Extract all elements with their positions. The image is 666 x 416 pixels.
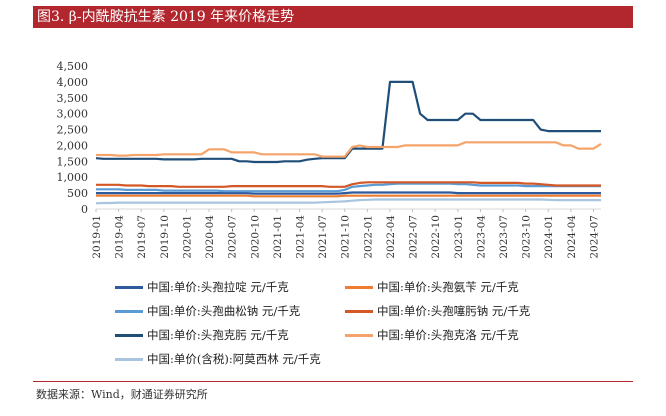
legend-item: 中国:单价:头孢克肟 元/千克 xyxy=(115,324,289,346)
legend-label: 中国:单价:头孢拉啶 元/千克 xyxy=(147,280,289,294)
x-axis: 2019-01 2019-04 2019-07 2019-10 2020-01 2020-… xyxy=(91,208,601,259)
x-tick-label: 2022-10 xyxy=(430,215,442,259)
x-tick-label: 2019-07 xyxy=(136,215,148,259)
x-tick-label: 2021-10 xyxy=(340,215,352,259)
x-tick-label: 2023-01 xyxy=(453,215,465,259)
series-line-5 xyxy=(95,80,601,164)
legend-swatch xyxy=(115,309,143,313)
y-tick-label: 2,000 xyxy=(57,139,89,152)
series-line-3 xyxy=(96,182,601,193)
chart-title: 图3. β-内酰胺抗生素 2019 年来价格走势 xyxy=(33,6,633,28)
legend-item: 中国:单价:头孢氨苄 元/千克 xyxy=(345,276,519,298)
legend: 中国:单价:头孢拉啶 元/千克 中国:单价:头孢氨苄 元/千克中国:单价:头孢曲松… xyxy=(115,276,615,376)
legend-label: 中国:单价:头孢克洛 元/千克 xyxy=(377,328,519,342)
y-tick-label: 3,000 xyxy=(57,108,89,121)
x-tick-label: 2024-01 xyxy=(543,215,555,259)
x-tick-label: 2020-10 xyxy=(249,215,261,259)
y-tick-label: 1,500 xyxy=(57,155,89,168)
legend-item: 中国:单价:头孢克洛 元/千克 xyxy=(345,324,519,346)
x-tick-label: 2020-01 xyxy=(181,215,193,259)
legend-swatch xyxy=(345,285,373,289)
legend-swatch xyxy=(345,333,373,337)
y-tick-label: 2,500 xyxy=(57,124,89,137)
x-tick-label: 2024-07 xyxy=(588,215,600,259)
x-tick-label: 2023-04 xyxy=(475,215,487,259)
x-tick-label: 2022-01 xyxy=(362,215,374,259)
x-tick-label: 2020-07 xyxy=(227,215,239,259)
y-tick-label: 1,000 xyxy=(57,171,89,184)
footer-divider xyxy=(33,381,633,382)
x-tick-label: 2023-10 xyxy=(521,215,533,259)
legend-item: 中国:单价:头孢噻肟钠 元/千克 xyxy=(345,300,530,322)
x-tick-label: 2019-10 xyxy=(159,215,171,259)
series-line-4 xyxy=(96,181,601,188)
source-note: 数据来源：Wind，财通证券研究所 xyxy=(36,388,208,401)
y-axis: 0 500 1,000 1,500 2,000 2,500 3,000 3,500 4,000 4… xyxy=(57,60,89,216)
series-line-1 xyxy=(96,191,601,195)
y-tick-label: 4,000 xyxy=(57,76,89,89)
x-tick-label: 2021-04 xyxy=(295,215,307,259)
x-tick-label: 2021-01 xyxy=(272,215,284,259)
legend-label: 中国:单价:头孢克肟 元/千克 xyxy=(147,328,289,342)
legend-label: 中国:单价(含税):阿莫西林 元/千克 xyxy=(147,352,321,366)
x-tick-label: 2020-04 xyxy=(204,215,216,259)
legend-item: 中国:单价:头孢曲松钠 元/千克 xyxy=(115,300,300,322)
y-tick-label: 500 xyxy=(67,187,88,200)
legend-label: 中国:单价:头孢噻肟钠 元/千克 xyxy=(377,304,531,318)
y-tick-label: 0 xyxy=(81,203,88,216)
series-line-7 xyxy=(95,198,601,205)
series-line-2 xyxy=(96,194,601,198)
series-line-6 xyxy=(96,141,602,158)
x-tick-label: 2021-07 xyxy=(317,215,329,259)
series-layer xyxy=(95,80,602,205)
y-tick-label: 4,500 xyxy=(57,60,89,73)
x-tick-label: 2022-04 xyxy=(385,215,397,259)
x-tick-label: 2019-01 xyxy=(91,215,103,259)
legend-swatch xyxy=(115,333,143,337)
y-tick-label: 3,500 xyxy=(57,92,89,105)
x-tick-label: 2024-04 xyxy=(566,215,578,259)
legend-label: 中国:单价:头孢曲松钠 元/千克 xyxy=(147,304,301,318)
legend-item: 中国:单价:头孢拉啶 元/千克 xyxy=(115,276,289,298)
legend-item: 中国:单价(含税):阿莫西林 元/千克 xyxy=(115,348,321,370)
x-tick-label: 2023-07 xyxy=(498,215,510,259)
x-tick-label: 2022-07 xyxy=(408,215,420,259)
legend-swatch xyxy=(115,285,143,289)
legend-swatch xyxy=(345,309,373,313)
legend-swatch xyxy=(115,357,143,361)
legend-label: 中国:单价:头孢氨苄 元/千克 xyxy=(377,280,519,294)
x-tick-label: 2019-04 xyxy=(114,215,126,259)
